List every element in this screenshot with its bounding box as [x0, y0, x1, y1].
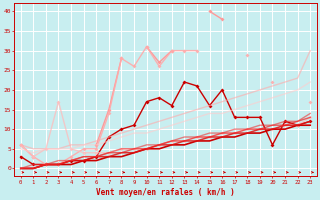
X-axis label: Vent moyen/en rafales ( km/h ): Vent moyen/en rafales ( km/h )	[96, 188, 235, 197]
